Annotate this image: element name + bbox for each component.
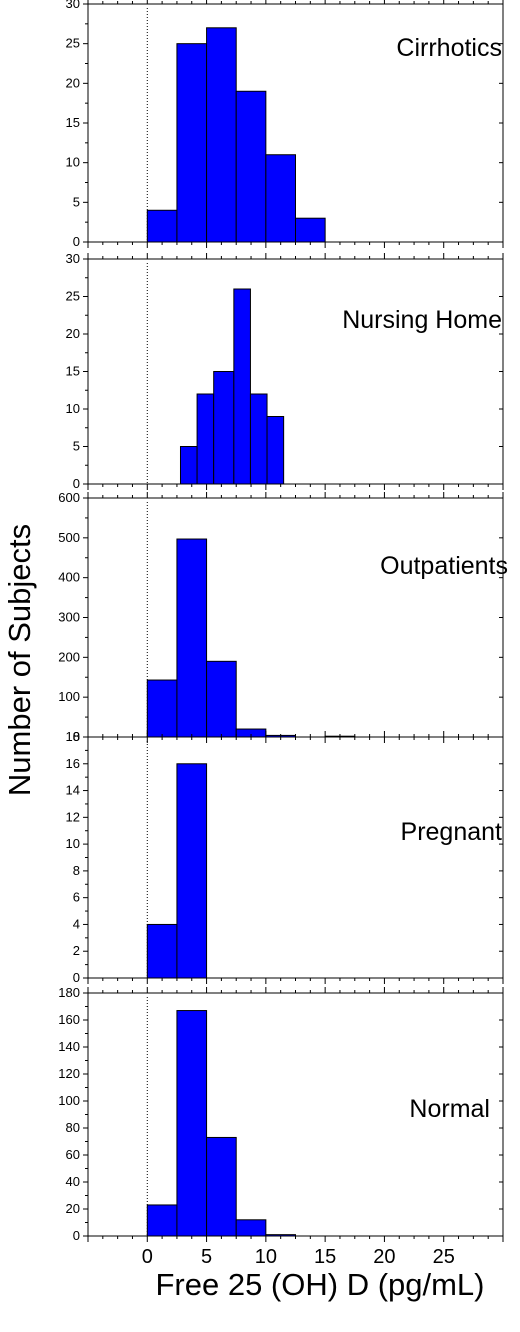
y-tick-label: 0: [73, 1228, 80, 1243]
y-tick-label: 4: [73, 916, 80, 931]
x-tick-label: 0: [142, 1246, 153, 1268]
histogram-bar: [213, 371, 235, 485]
histogram-bar: [146, 923, 178, 979]
histogram-bar: [206, 660, 237, 738]
y-tick-label: 600: [58, 490, 80, 505]
y-tick-label: 400: [58, 570, 80, 585]
y-tick-label: 2: [73, 943, 80, 958]
y-tick-label: 120: [58, 1066, 80, 1081]
x-tick-label: 5: [201, 1246, 212, 1268]
panel-frame: [87, 258, 504, 485]
histogram-bar: [179, 446, 198, 485]
histogram-bar: [265, 154, 297, 243]
histogram-bar: [249, 393, 268, 485]
x-tick-label: 10: [255, 1246, 277, 1268]
y-tick-label: 160: [58, 1012, 80, 1027]
x-axis-title: Free 25 (OH) D (pg/mL): [155, 1267, 484, 1302]
histogram-bar: [176, 763, 208, 979]
y-tick-label: 20: [66, 1201, 80, 1216]
y-tick-label: 15: [66, 364, 80, 379]
y-tick-label: 25: [66, 289, 80, 304]
y-tick-label: 0: [73, 729, 80, 744]
y-tick-label: 80: [66, 1120, 80, 1135]
y-tick-label: 12: [66, 809, 80, 824]
y-tick-label: 8: [73, 863, 80, 878]
histogram-bar: [176, 43, 208, 243]
histogram-bar: [146, 1204, 178, 1237]
x-tick-label: 15: [314, 1246, 336, 1268]
y-tick-label: 14: [66, 783, 80, 798]
histogram-bar: [196, 393, 215, 485]
histogram-bar: [235, 90, 267, 243]
y-tick-label: 100: [58, 1093, 80, 1108]
panel-normal: 0 20 40 60 80 100 120 140 160 180 Normal: [58, 985, 504, 1243]
y-tick-label: 0: [73, 234, 80, 249]
x-axis-tick-labels: 0 5 10 15 20 25: [142, 1246, 455, 1268]
panel-nursing-home: 0 5 10 15 20 25 30 Nursing Home: [66, 251, 504, 491]
histogram-bar: [206, 27, 237, 243]
y-tick-label: 0: [73, 476, 80, 491]
y-tick-label: 200: [58, 649, 80, 664]
y-tick-label: 30: [66, 0, 80, 11]
y-tick-label: 18: [66, 729, 80, 744]
y-tick-label: 40: [66, 1174, 80, 1189]
histogram-bar: [176, 538, 208, 738]
histogram-panels: 051015202530Cirrhotics051015202530Nursin…: [58, 0, 508, 1243]
panel-label: Cirrhotics: [396, 34, 502, 62]
y-tick-label: 10: [66, 836, 80, 851]
panel-label: Pregnant: [401, 818, 503, 846]
x-tick-label: 20: [373, 1246, 395, 1268]
y-tick-label: 30: [66, 251, 80, 266]
y-tick-label: 0: [73, 970, 80, 985]
y-tick-label: 100: [58, 689, 80, 704]
histogram-bar: [233, 288, 251, 485]
histogram-bar: [206, 1136, 237, 1237]
y-tick-label: 10: [66, 155, 80, 170]
y-tick-label: 500: [58, 530, 80, 545]
y-tick-label: 16: [66, 756, 80, 771]
histogram-bar: [146, 679, 178, 738]
y-tick-label: 20: [66, 75, 80, 90]
y-tick-label: 60: [66, 1147, 80, 1162]
panel-label: Normal: [409, 1095, 490, 1123]
y-tick-label: 300: [58, 610, 80, 625]
x-tick-label: 25: [433, 1246, 455, 1268]
y-tick-label: 5: [73, 194, 80, 209]
histogram-bar: [146, 209, 178, 243]
histogram-bar: [266, 416, 285, 485]
y-tick-label: 6: [73, 890, 80, 905]
y-tick-label: 15: [66, 115, 80, 130]
y-tick-label: 5: [73, 439, 80, 454]
y-tick-label: 20: [66, 326, 80, 341]
panel-label: Outpatients: [380, 552, 508, 580]
histogram-bar: [235, 1219, 267, 1237]
panel-pregnant: 0 2 4 6 8 10 12 14 16 18 Pregnant: [66, 729, 504, 985]
y-tick-label: 25: [66, 36, 80, 51]
panel-label: Nursing Home: [342, 306, 502, 334]
y-tick-label: 10: [66, 401, 80, 416]
y-tick-label: 180: [58, 985, 80, 1000]
y-tick-label: 140: [58, 1039, 80, 1054]
histogram-bar: [176, 1010, 208, 1237]
panel-cirrhotics: 0 5 10 15 20 25 30 Cirrhotics: [66, 0, 504, 249]
histogram-bar: [295, 217, 326, 243]
histogram-bar: [265, 1234, 297, 1237]
panel-outpatients: 0 100 200 300 400 500 600 Outpatients: [58, 490, 508, 744]
y-axis-title: Number of Subjects: [2, 524, 37, 796]
